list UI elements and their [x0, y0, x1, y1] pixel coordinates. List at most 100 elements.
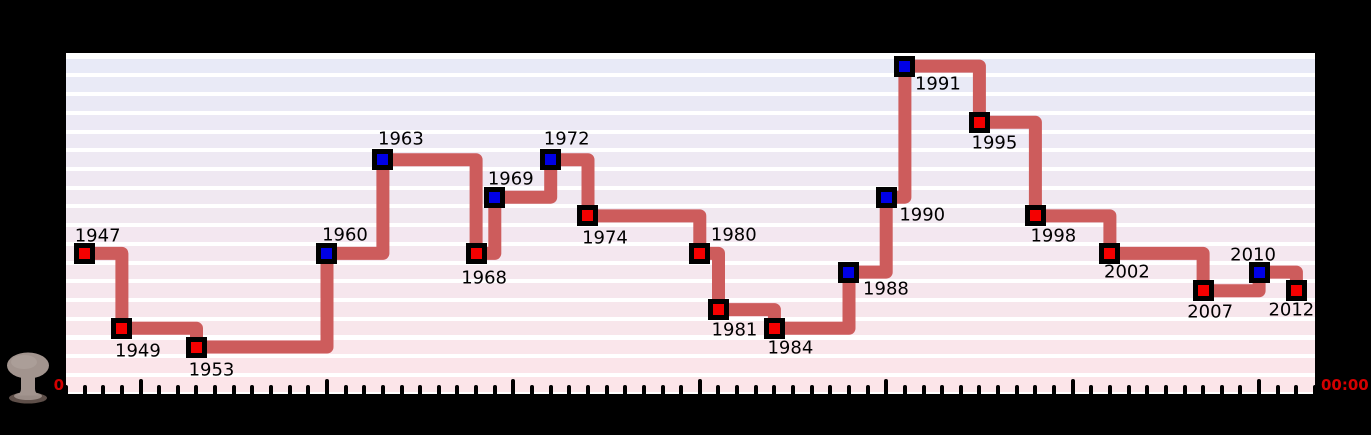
year-label-1998: 1998	[1030, 225, 1077, 247]
minor-axis-tick	[809, 385, 814, 394]
minor-axis-tick	[175, 385, 180, 394]
minor-axis-tick	[996, 385, 1001, 394]
data-marker-1984	[763, 317, 785, 339]
year-label-1995: 1995	[971, 132, 1018, 154]
data-marker-1998	[1024, 205, 1046, 227]
minor-axis-tick	[213, 385, 218, 394]
minor-axis-tick	[269, 385, 274, 394]
data-marker-1953	[185, 336, 207, 358]
minor-axis-tick	[82, 385, 87, 394]
minor-axis-tick	[660, 385, 665, 394]
data-marker-1960	[316, 242, 338, 264]
data-marker-1963	[372, 149, 394, 171]
minor-axis-tick	[753, 385, 758, 394]
grid-band	[66, 96, 1315, 111]
data-marker-2012	[1285, 280, 1307, 302]
minor-axis-tick	[585, 385, 590, 394]
year-label-1980: 1980	[710, 224, 757, 246]
minor-axis-tick	[548, 385, 553, 394]
minor-axis-tick	[362, 385, 367, 394]
major-axis-tick	[138, 379, 143, 394]
grid-band	[66, 133, 1315, 149]
data-marker-1995	[968, 111, 990, 133]
minor-axis-tick	[436, 385, 441, 394]
minor-axis-tick	[1107, 385, 1112, 394]
minor-axis-tick	[567, 385, 572, 394]
minor-axis-tick	[902, 385, 907, 394]
data-marker-1991	[894, 55, 916, 77]
minor-axis-tick	[716, 385, 721, 394]
minor-axis-tick	[940, 385, 945, 394]
data-marker-1988	[838, 261, 860, 283]
minor-axis-tick	[1089, 385, 1094, 394]
minor-axis-tick	[791, 385, 796, 394]
data-marker-1968	[465, 242, 487, 264]
year-label-1974: 1974	[582, 227, 628, 249]
minor-axis-tick	[194, 385, 199, 394]
minor-axis-tick	[250, 385, 255, 394]
grid-band	[66, 320, 1315, 336]
minor-axis-tick	[455, 385, 460, 394]
minor-axis-tick	[921, 385, 926, 394]
major-axis-tick	[1070, 379, 1075, 394]
minor-axis-tick	[530, 385, 535, 394]
minor-axis-tick	[1201, 385, 1206, 394]
mushroom-cloud-icon	[7, 352, 49, 404]
grid-band	[66, 376, 1315, 392]
minor-axis-tick	[1182, 385, 1187, 394]
major-axis-tick	[697, 379, 702, 394]
minor-axis-tick	[604, 385, 609, 394]
minor-axis-tick	[679, 385, 684, 394]
minor-axis-tick	[119, 385, 124, 394]
minor-axis-tick	[641, 385, 646, 394]
minor-axis-tick	[399, 385, 404, 394]
minor-axis-tick	[287, 385, 292, 394]
minor-axis-tick	[865, 385, 870, 394]
year-label-1981: 1981	[711, 319, 758, 341]
minor-axis-tick	[343, 385, 348, 394]
timeline-step-line	[84, 59, 1303, 354]
grid-band	[66, 358, 1315, 373]
major-axis-tick	[884, 379, 889, 394]
year-label-1947: 1947	[74, 225, 121, 247]
axis-midnight-label: 00:00	[1321, 376, 1369, 394]
grid-band	[66, 77, 1315, 93]
grid-band	[66, 302, 1315, 317]
minor-axis-tick	[474, 385, 479, 394]
year-label-1960: 1960	[322, 224, 368, 246]
minor-axis-tick	[1163, 385, 1168, 394]
minor-axis-tick	[1052, 385, 1056, 394]
minor-axis-tick	[1275, 385, 1280, 394]
minor-axis-tick	[380, 385, 385, 394]
minor-axis-tick	[1294, 385, 1299, 394]
minor-axis-tick	[1313, 385, 1315, 394]
minor-axis-tick	[1126, 385, 1131, 394]
data-marker-2010	[1248, 261, 1270, 283]
data-marker-1947	[74, 242, 96, 264]
data-marker-1974	[577, 205, 599, 227]
year-label-1988: 1988	[863, 278, 909, 300]
year-label-1972: 1972	[543, 128, 590, 150]
minor-axis-tick	[1238, 385, 1243, 394]
year-label-2010: 2010	[1230, 244, 1276, 266]
data-marker-1969	[484, 186, 506, 208]
data-marker-1981	[707, 299, 729, 321]
major-axis-tick	[324, 379, 329, 394]
minor-axis-tick	[101, 385, 106, 394]
minor-axis-tick	[1014, 385, 1019, 394]
data-marker-2002	[1099, 242, 1121, 264]
minor-axis-tick	[772, 385, 777, 394]
minor-axis-tick	[492, 385, 497, 394]
minor-axis-tick	[418, 385, 423, 394]
minor-axis-tick	[66, 385, 68, 394]
minor-axis-tick	[623, 385, 628, 394]
minor-axis-tick	[231, 385, 236, 394]
grid-band	[66, 283, 1315, 299]
year-label-1949: 1949	[115, 340, 161, 362]
axis-zero-label: 0	[53, 376, 64, 394]
year-label-1968: 1968	[461, 267, 508, 289]
minor-axis-tick	[1145, 385, 1150, 394]
year-label-2007: 2007	[1187, 301, 1234, 323]
data-marker-2007	[1192, 280, 1214, 302]
